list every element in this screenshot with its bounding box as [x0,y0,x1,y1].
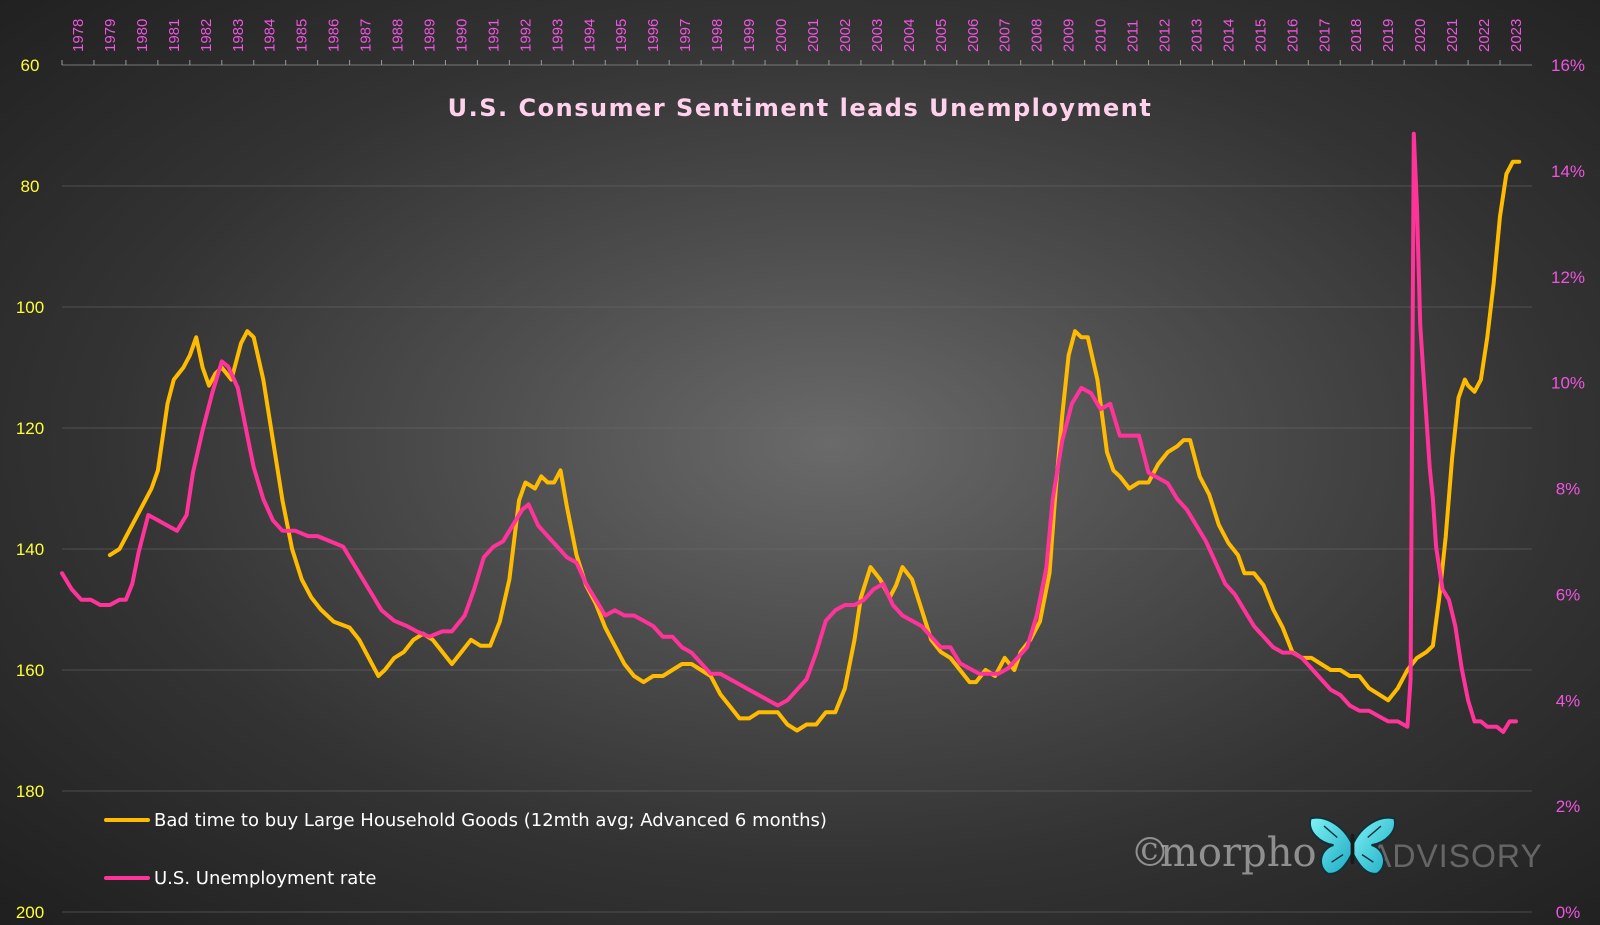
x-tick-label: 2012 [1157,19,1174,52]
x-tick-label: 1987 [358,19,375,52]
x-tick-label: 2000 [773,19,790,52]
x-tick-label: 2021 [1444,19,1461,52]
x-tick-label: 2011 [1125,20,1142,52]
x-tick-label: 2022 [1476,19,1493,52]
x-tick-label: 1986 [326,19,343,52]
x-tick-label: 1980 [134,19,151,52]
x-tick-label: 2003 [869,19,886,52]
gridlines [62,64,1532,913]
right-tick-label: 12% [1551,268,1585,287]
right-tick-label: 16% [1551,56,1585,75]
left-tick-label: 200 [16,903,44,922]
x-tick-label: 1999 [741,19,758,52]
right-tick-label: 14% [1551,162,1585,181]
x-tick-label: 2015 [1252,19,1269,52]
x-tick-label: 2014 [1220,19,1237,52]
legend-label-sentiment: Bad time to buy Large Household Goods (1… [154,809,827,831]
x-tick-label: 1978 [70,19,87,52]
left-tick-label: 80 [21,177,40,196]
legend-label-unemployment: U.S. Unemployment rate [154,867,377,889]
x-tick-label: 2009 [1061,19,1078,52]
x-tick-label: 1982 [198,19,215,52]
legend-swatch-unemployment [104,876,150,880]
left-tick-label: 160 [16,661,44,680]
x-tick-label: 2013 [1188,19,1205,52]
x-tick-label: 2008 [1029,19,1046,52]
series-line-sentiment [107,159,1522,733]
left-tick-label: 100 [16,298,44,317]
x-tick-label: 1989 [422,19,439,52]
x-tick-label: 2018 [1348,19,1365,52]
x-axis: 1978 1979 1980 1981 1982 1983 1984 1985 1986 1987… [61,19,1532,66]
legend-item-unemployment: U.S. Unemployment rate [104,866,376,890]
right-axis: 16% 14% 12% 10% 8% 6% 4% 2% 0% [1551,56,1585,922]
left-axis: 60 80 100 120 140 160 180 200 [16,56,44,922]
x-tick-label: 1994 [581,19,598,52]
x-tick-label: 1985 [294,19,311,52]
x-tick-label: 1979 [102,19,119,52]
right-tick-label: 10% [1551,374,1585,393]
x-tick-label: 1996 [645,19,662,52]
x-tick-label: 2004 [901,19,918,52]
x-tick-label: 2010 [1093,19,1110,52]
x-tick-label: 1991 [485,19,502,52]
left-tick-label: 120 [16,419,44,438]
x-tick-label: 2016 [1284,19,1301,52]
x-tick-label: 1995 [613,19,630,52]
right-tick-label: 4% [1556,691,1581,710]
x-tick-label: 2017 [1316,19,1333,52]
x-tick-label: 1992 [517,19,534,52]
x-tick-label: 1990 [453,19,470,52]
right-tick-label: 6% [1556,585,1581,604]
x-tick-label: 2019 [1380,19,1397,52]
x-tick-label: 1997 [677,19,694,52]
x-tick-label: 1984 [262,19,279,52]
x-tick-label: 1981 [166,19,183,52]
x-tick-label: 1998 [709,19,726,52]
legend-swatch-sentiment [104,818,150,822]
series-line-unemployment [60,131,1518,734]
x-tick-label: 2005 [933,19,950,52]
x-tick-label: 2001 [805,19,822,52]
x-tick-label: 2020 [1412,19,1429,52]
legend: Bad time to buy Large Household Goods (1… [104,808,904,898]
x-tick-label: 2023 [1508,19,1525,52]
x-tick-label: 2002 [837,19,854,52]
left-tick-label: 60 [21,56,40,75]
series-lines [60,131,1522,734]
left-tick-label: 180 [16,782,44,801]
right-tick-label: 8% [1556,480,1581,499]
right-tick-label: 0% [1556,903,1581,922]
x-tick-label: 1993 [549,19,566,52]
x-tick-label: 1988 [390,19,407,52]
x-tick-label: 2007 [997,19,1014,52]
right-tick-label: 2% [1556,797,1581,816]
x-tick-label: 1983 [230,19,247,52]
x-tick-label: 2006 [965,19,982,52]
left-tick-label: 140 [16,540,44,559]
legend-item-sentiment: Bad time to buy Large Household Goods (1… [104,808,827,832]
